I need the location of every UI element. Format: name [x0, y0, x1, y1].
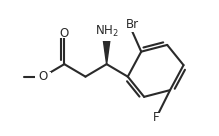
Text: F: F — [153, 112, 160, 124]
Text: O: O — [39, 70, 48, 83]
Bar — [94, 26, 120, 41]
Text: Br: Br — [125, 18, 139, 31]
Text: O: O — [60, 27, 69, 40]
Bar — [56, 28, 72, 38]
Bar — [35, 72, 51, 82]
Bar — [119, 19, 140, 32]
Bar — [150, 113, 163, 121]
Text: NH$_2$: NH$_2$ — [95, 24, 118, 39]
Polygon shape — [102, 33, 111, 64]
